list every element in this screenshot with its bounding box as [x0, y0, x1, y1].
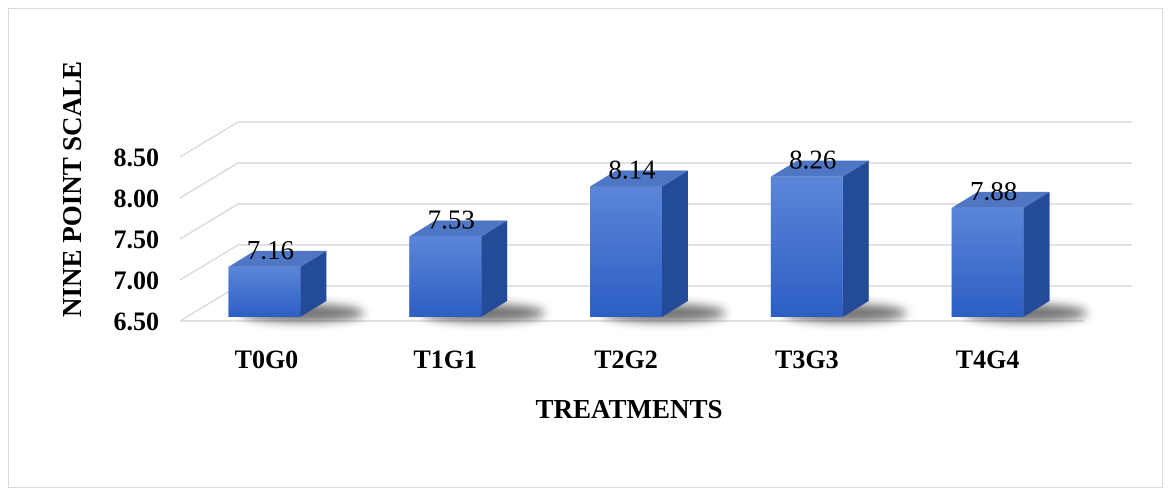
data-label: 8.14: [608, 155, 656, 185]
bar-side: [842, 160, 869, 317]
y-tick-label: 7.50: [114, 225, 160, 254]
chart-frame: 6.50 7.00 7.50 8.00 8.50 T0G0 T1G1 T2G2 T3G3 T4G…: [8, 8, 1163, 488]
bar-side: [662, 170, 688, 317]
bar-top: [409, 220, 508, 237]
bar-top: [590, 170, 688, 187]
x-axis-title: TREATMENTS: [535, 394, 722, 424]
bar-front: [228, 266, 301, 317]
y-tick-label: 8.00: [114, 184, 160, 213]
data-label: 7.53: [428, 205, 475, 235]
y-tick-label: 8.50: [114, 143, 160, 172]
bar-top: [228, 250, 327, 267]
bar-front: [770, 176, 843, 317]
x-tick-label: T3G3: [775, 345, 839, 374]
data-label: 7.88: [970, 176, 1017, 206]
x-tick-label: T0G0: [235, 345, 299, 374]
x-tick-label: T2G2: [594, 345, 658, 374]
x-tick-label: T4G4: [956, 345, 1020, 374]
bars: [228, 160, 1050, 317]
bar: [409, 220, 508, 317]
bar-chart: 6.50 7.00 7.50 8.00 8.50 T0G0 T1G1 T2G2 T3G3 T4G…: [57, 61, 1132, 424]
y-tick-label: 6.50: [114, 307, 160, 336]
bar-front: [590, 186, 662, 317]
bar-top: [770, 160, 869, 177]
bar-side: [481, 220, 508, 317]
bar-top: [951, 191, 1050, 208]
x-tick-label: T1G1: [413, 345, 477, 374]
data-labels: 7.16 7.53 8.14 8.26 7.88: [247, 145, 1017, 265]
gridline: [179, 121, 1132, 158]
bar: [228, 250, 327, 317]
data-label: 8.26: [789, 145, 836, 175]
data-label: 7.16: [247, 235, 294, 265]
bar-side: [300, 250, 327, 317]
bar: [951, 191, 1050, 317]
x-axis-categories: T0G0 T1G1 T2G2 T3G3 T4G4: [235, 345, 1020, 374]
bar-side: [1023, 191, 1050, 317]
bar: [590, 170, 688, 317]
bar-front: [409, 236, 482, 317]
bar: [770, 160, 869, 317]
y-axis-title: NINE POINT SCALE: [57, 61, 87, 317]
y-tick-label: 7.00: [114, 266, 160, 295]
y-axis-ticks: 6.50 7.00 7.50 8.00 8.50: [114, 143, 160, 336]
bar-front: [951, 207, 1024, 317]
